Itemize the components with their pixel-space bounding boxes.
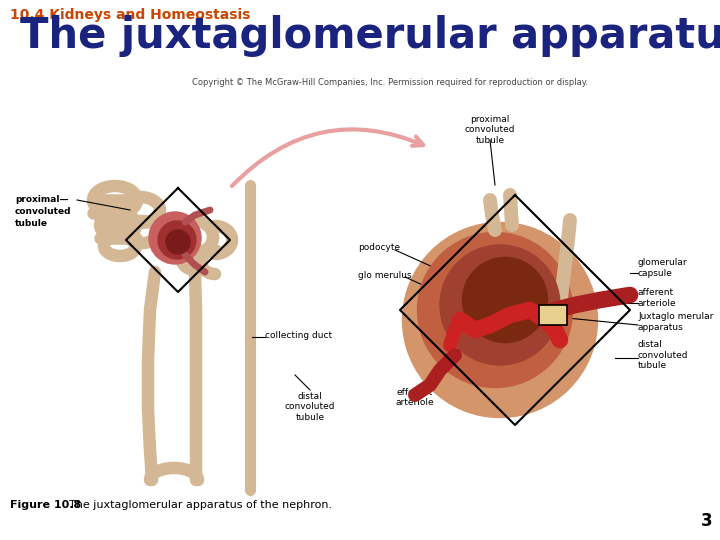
- Text: podocyte: podocyte: [358, 244, 400, 253]
- Text: Copyright © The McGraw-Hill Companies, Inc. Permission required for reproduction: Copyright © The McGraw-Hill Companies, I…: [192, 78, 588, 87]
- Text: 10.4 Kidneys and Homeostasis: 10.4 Kidneys and Homeostasis: [10, 8, 251, 22]
- Text: Figure 10.8: Figure 10.8: [10, 500, 81, 510]
- Text: proximal—: proximal—: [15, 195, 68, 204]
- Text: convoluted: convoluted: [15, 207, 71, 216]
- Text: 3: 3: [701, 512, 712, 530]
- FancyArrowPatch shape: [232, 130, 423, 186]
- Text: distal
convoluted
tubule: distal convoluted tubule: [284, 392, 336, 422]
- Circle shape: [149, 212, 201, 264]
- Text: glo merulus: glo merulus: [358, 271, 412, 280]
- Ellipse shape: [418, 233, 572, 388]
- Ellipse shape: [462, 258, 547, 342]
- Ellipse shape: [440, 245, 560, 365]
- Text: efferent
arteriole: efferent arteriole: [396, 388, 434, 407]
- Text: proximal
convoluted
tubule: proximal convoluted tubule: [464, 115, 516, 145]
- Text: glomerular
capsule: glomerular capsule: [638, 258, 688, 278]
- Text: afferent
arteriole: afferent arteriole: [638, 288, 677, 308]
- Text: The juxtaglomerular apparatus: The juxtaglomerular apparatus: [20, 15, 720, 57]
- Circle shape: [166, 230, 190, 254]
- Circle shape: [158, 221, 196, 259]
- Text: The juxtaglomerular apparatus of the nephron.: The juxtaglomerular apparatus of the nep…: [62, 500, 332, 510]
- Text: collecting duct: collecting duct: [265, 330, 332, 340]
- FancyBboxPatch shape: [539, 305, 567, 325]
- Text: tubule: tubule: [15, 219, 48, 228]
- Ellipse shape: [402, 222, 598, 417]
- Text: distal
convoluted
tubule: distal convoluted tubule: [638, 340, 688, 370]
- Text: Juxtaglo merular
apparatus: Juxtaglo merular apparatus: [638, 312, 714, 332]
